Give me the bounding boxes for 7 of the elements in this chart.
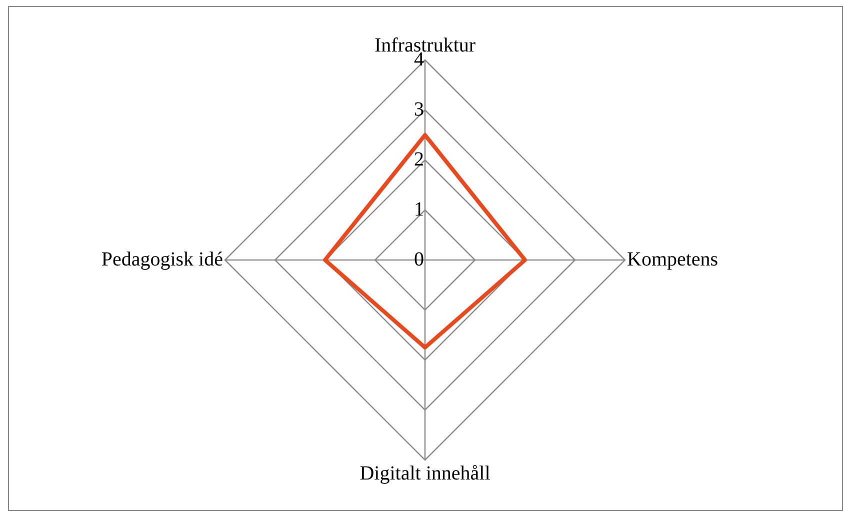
spoke-label: Kompetens	[627, 248, 718, 270]
spoke-label: Digitalt innehåll	[360, 462, 491, 484]
y-tick-label: 1	[414, 198, 424, 220]
y-tick-label: 2	[414, 148, 424, 170]
spoke-label: Pedagogisk idé	[101, 248, 224, 270]
y-tick-label: 3	[414, 98, 424, 120]
y-tick-label: 0	[414, 248, 424, 270]
